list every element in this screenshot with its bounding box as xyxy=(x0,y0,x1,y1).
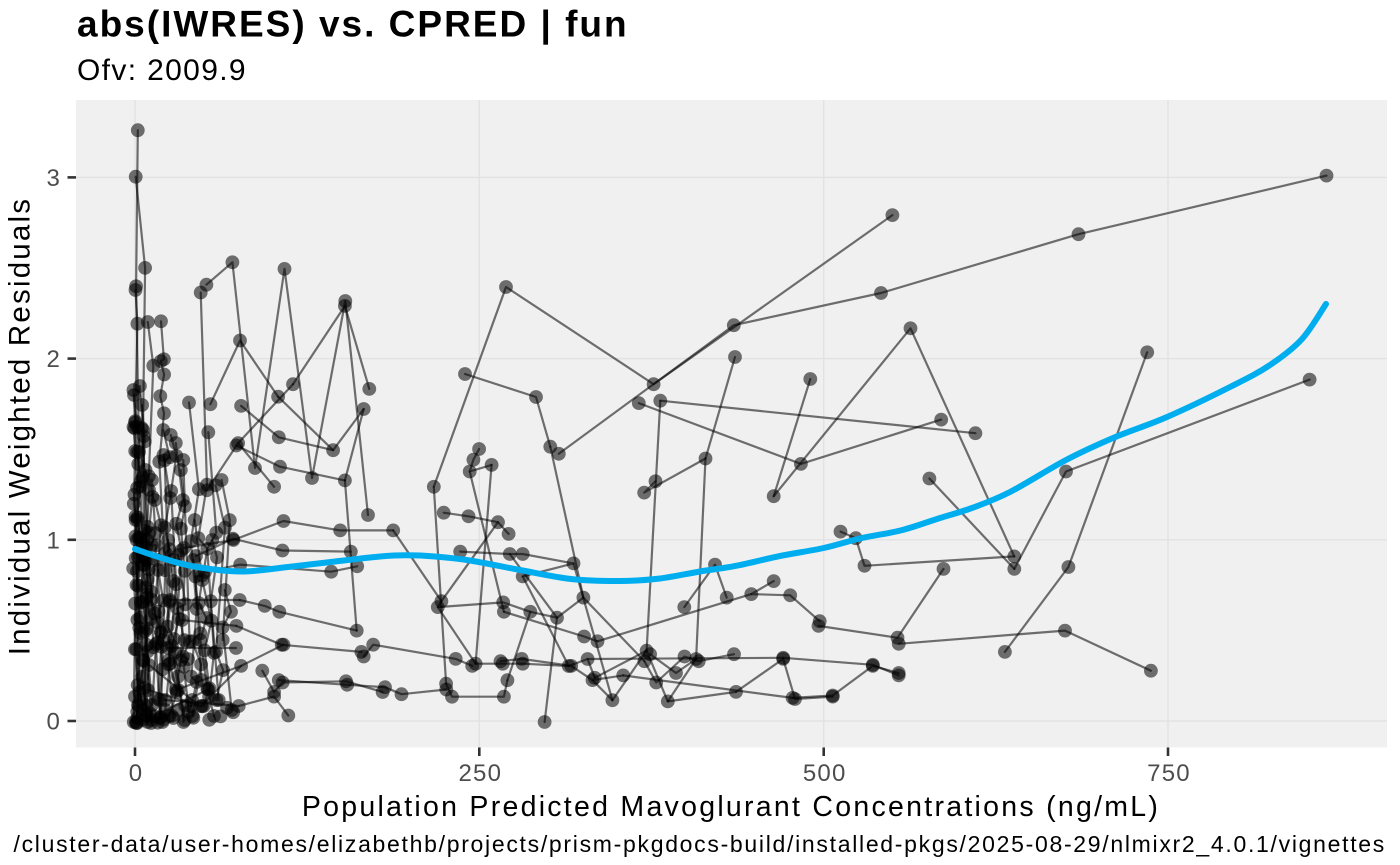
svg-text:Population Predicted Mavoglura: Population Predicted Mavoglurant Concent… xyxy=(302,791,1160,823)
svg-text:0: 0 xyxy=(129,760,144,787)
svg-text:2: 2 xyxy=(46,346,61,373)
svg-text:500: 500 xyxy=(803,760,847,787)
svg-text:750: 750 xyxy=(1147,760,1191,787)
svg-text:1: 1 xyxy=(46,527,61,554)
svg-text:250: 250 xyxy=(458,760,502,787)
svg-text:abs(IWRES) vs. CPRED | fun: abs(IWRES) vs. CPRED | fun xyxy=(77,4,629,46)
svg-text:/cluster-data/user-homes/eliza: /cluster-data/user-homes/elizabethb/proj… xyxy=(13,831,1386,857)
svg-text:0: 0 xyxy=(46,709,61,736)
svg-text:Ofv: 2009.9: Ofv: 2009.9 xyxy=(77,54,247,87)
svg-text:3: 3 xyxy=(46,165,61,192)
svg-text:Individual Weighted Residuals: Individual Weighted Residuals xyxy=(4,197,37,655)
